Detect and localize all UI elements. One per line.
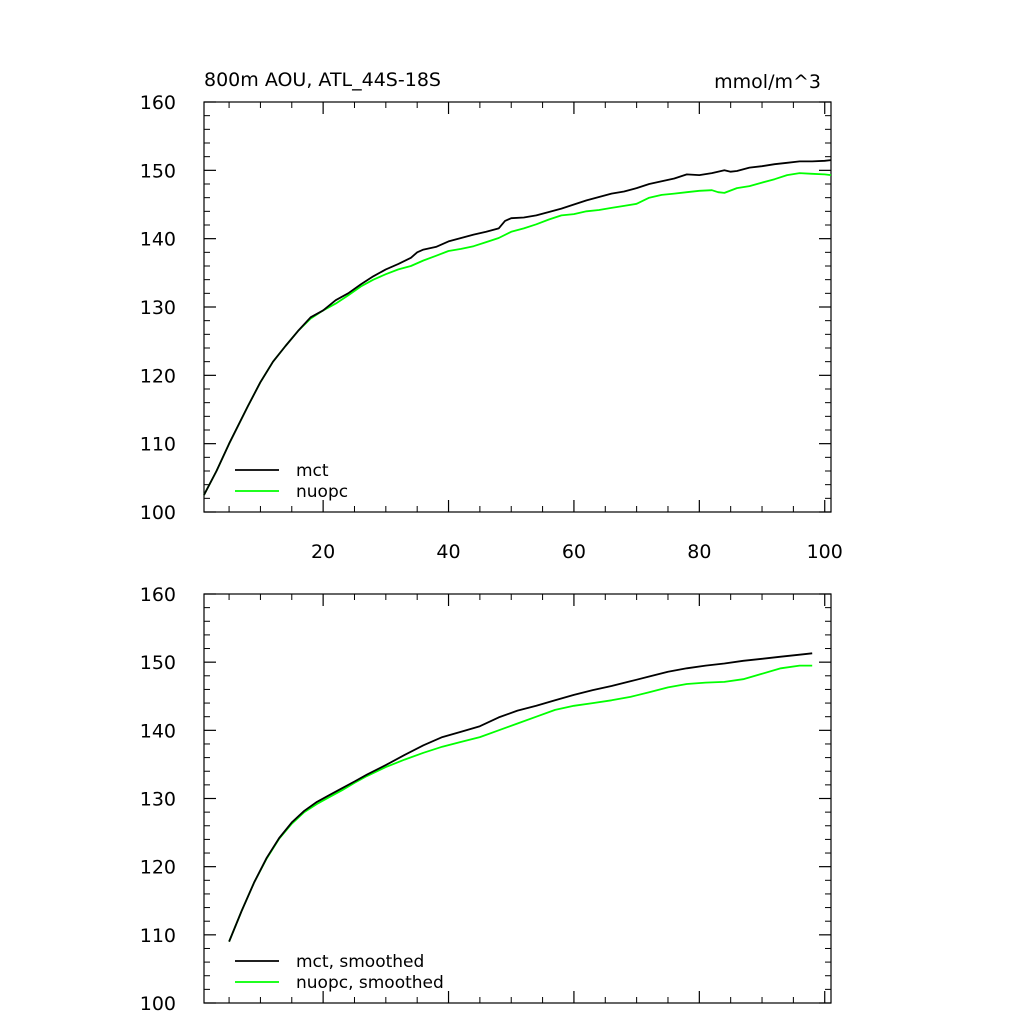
x-tick-label: 60 bbox=[562, 541, 586, 563]
legend-label: nuopc, smoothed bbox=[296, 973, 444, 993]
y-tick-label: 150 bbox=[140, 652, 176, 674]
y-tick-label: 110 bbox=[140, 925, 176, 947]
y-tick-label: 150 bbox=[140, 160, 176, 182]
y-tick-label: 160 bbox=[140, 92, 176, 114]
series-line-1 bbox=[228, 664, 813, 942]
y-tick-label: 120 bbox=[140, 365, 176, 387]
series-line-0 bbox=[203, 159, 832, 496]
y-tick-label: 120 bbox=[140, 857, 176, 879]
y-tick-label: 110 bbox=[140, 434, 176, 456]
x-tick-label: 100 bbox=[807, 541, 843, 563]
y-tick-label: 130 bbox=[140, 789, 176, 811]
y-tick-label: 160 bbox=[140, 584, 176, 606]
y-tick-label: 140 bbox=[140, 720, 176, 742]
y-tick-label: 100 bbox=[140, 502, 176, 524]
y-tick-label: 140 bbox=[140, 229, 176, 251]
plot-frame bbox=[203, 101, 832, 513]
y-tick-label: 100 bbox=[140, 993, 176, 1015]
plot-frame bbox=[203, 593, 832, 1004]
top-panel: 100 110 120 130 140 150 160 20 40 60 80 100 800m AOU… bbox=[140, 69, 843, 563]
units-label: mmol/m^3 bbox=[714, 71, 821, 93]
legend-label: nuopc bbox=[296, 482, 348, 502]
chart-title: 800m AOU, ATL_44S-18S bbox=[204, 69, 441, 91]
legend-label: mct, smoothed bbox=[296, 952, 424, 972]
x-tick-label: 40 bbox=[436, 541, 460, 563]
x-tick-label: 80 bbox=[687, 541, 711, 563]
legend-label: mct bbox=[296, 461, 329, 481]
series-line-0 bbox=[228, 652, 813, 942]
bottom-panel: 100 110 120 130 140 150 160 mct, smoothednuopc,… bbox=[140, 584, 832, 1015]
x-tick-label: 20 bbox=[311, 541, 335, 563]
y-tick-label: 130 bbox=[140, 297, 176, 319]
series-line-1 bbox=[203, 172, 832, 496]
